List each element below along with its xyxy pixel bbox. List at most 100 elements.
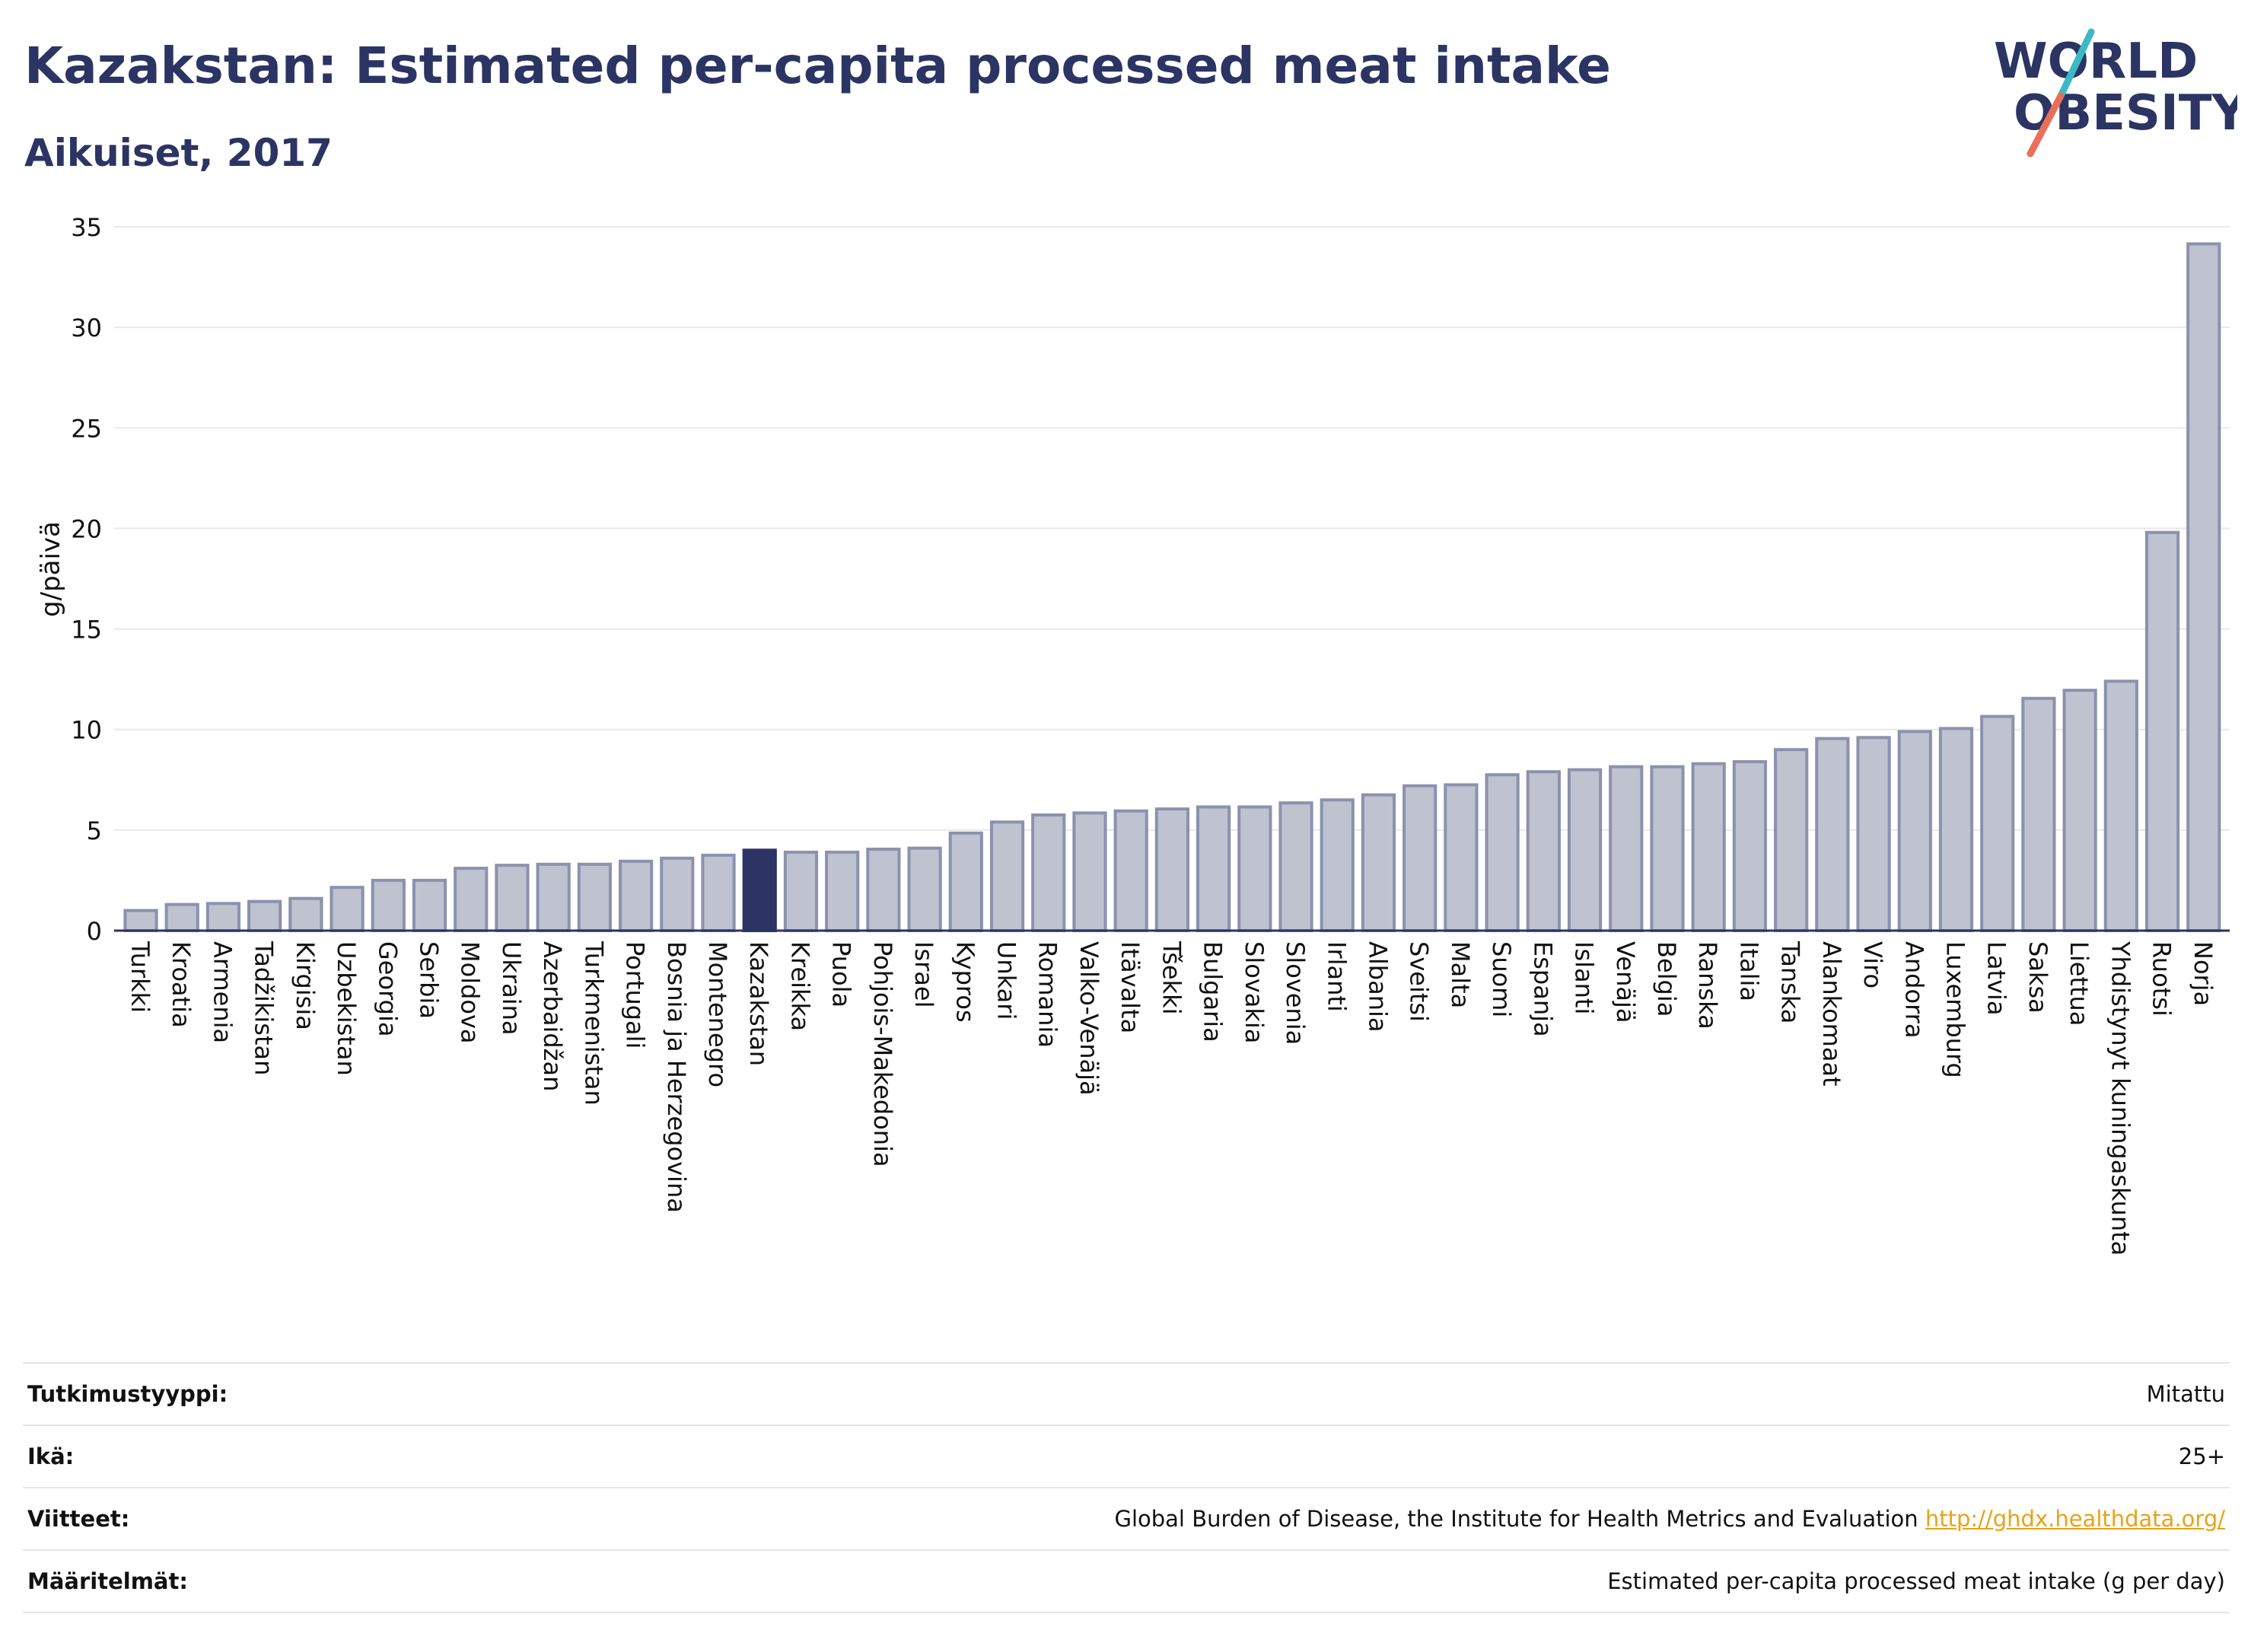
bar [1774,748,1809,933]
x-tick-label: Valko-Venäjä [1075,941,1103,1096]
bar [1609,765,1644,932]
x-tick-label: Armenia [208,941,237,1043]
x-tick-label: Andorra [1899,941,1928,1038]
bar [1072,811,1107,932]
x-tick-label: Ranska [1693,941,1722,1030]
y-tick-label: 35 [71,213,102,242]
logo-slash-top [2057,28,2095,100]
x-tick-label: Islanti [1570,941,1599,1014]
x-tick-label: Kazakstan [744,941,773,1066]
bar [2144,530,2180,932]
reference-text: Global Burden of Disease, the Institute … [1114,1506,1918,1532]
x-tick-label: Slovenia [1281,941,1310,1045]
x-tick-label: Slovakia [1240,941,1269,1043]
bar [948,831,983,932]
bar [701,853,736,932]
x-tick-label: Azerbaidžan [538,941,567,1091]
x-tick-label: Bosnia ja Herzegovina [662,941,691,1213]
x-tick-label: Ukraina [497,941,526,1036]
metadata-value: Global Burden of Disease, the Institute … [321,1488,2230,1550]
x-tick-label: Saksa [2023,941,2052,1014]
x-tick-label: Serbia [415,941,444,1019]
bar [660,856,695,933]
x-tick-label: Belgia [1652,941,1681,1017]
x-axis-labels: Turkki Kroatia Armenia Tadžikistan Kirgisia U… [126,941,2218,1256]
bar [989,820,1025,933]
x-tick-label: Romania [1033,941,1062,1048]
x-tick-label: Turkmenistan [579,941,608,1106]
x-tick-label: Italia [1734,941,1763,1001]
x-tick-label: Puola [827,941,856,1007]
y-tick-label: 30 [71,314,102,342]
y-tick-label: 10 [71,716,102,745]
y-tick-label: 5 [87,816,102,845]
bar [1980,715,2015,932]
bar [164,902,199,932]
metadata-key: Viitteet: [27,1506,130,1532]
bar [2103,680,2138,932]
x-tick-label: Yhdistynyt kuningaskunta [2106,941,2135,1256]
bar [1196,805,1231,932]
x-tick-label: Montenegro [703,941,732,1087]
x-tick-label: Tadžikistan [250,941,279,1075]
x-tick-label: Moldova [456,941,485,1044]
y-axis-ticks: 0 5 10 15 20 25 30 35 [71,213,102,946]
x-tick-label: Viro [1858,941,1887,988]
x-tick-label: Portugali [621,941,650,1049]
x-tick-label: Ruotsi [2148,941,2176,1017]
bar [371,878,406,933]
chart-subtitle: Aikuiset, 2017 [24,131,333,175]
bar [1361,793,1396,933]
x-tick-label: Kirgisia [291,941,320,1030]
bar [577,862,612,933]
bar [1897,730,1932,932]
y-axis-label: g/päivä [36,521,66,617]
bar [1526,770,1561,933]
x-tick-label: Latvia [1982,941,2011,1015]
bar [1732,760,1768,932]
x-tick-label: Venäjä [1611,941,1640,1023]
x-tick-label: Bulgaria [1199,941,1227,1042]
bar [536,862,571,933]
metadata-row-age: Ikä: 25+ [23,1425,2230,1488]
bar [454,867,489,932]
bar [907,846,942,932]
reference-link[interactable]: http://ghdx.healthdata.org/ [1925,1506,2225,1532]
bar [330,886,365,933]
bar [1444,783,1479,932]
x-tick-label: Norja [2189,941,2218,1006]
chart-title: Kazakstan: Estimated per-capita processe… [24,37,1611,95]
y-tick-label: 15 [71,616,102,645]
logo-slash-bottom [2027,92,2065,158]
logo-word-world: WORLD [1994,33,2198,90]
x-tick-label: Kypros [950,941,979,1023]
metadata-row-definitions: Määritelmät: Estimated per-capita proces… [23,1550,2230,1612]
x-tick-label: Albania [1363,941,1392,1032]
x-tick-label: Kroatia [167,941,196,1028]
x-tick-label: Itävalta [1116,941,1145,1033]
bar [825,850,860,933]
x-tick-label: Georgia [373,941,402,1036]
y-tick-label: 0 [87,917,102,946]
metadata-row-study-type: Tutkimustyyppi: Mitattu [23,1363,2230,1425]
bar-chart: 0 5 10 15 20 25 30 35 g/päivä Turkki Kroatia Arme… [36,213,2230,1256]
x-tick-label: Turkki [126,941,154,1013]
metadata-key: Määritelmät: [27,1568,188,1594]
metadata-key: Ikä: [27,1444,75,1469]
bar [288,896,323,932]
bar [123,909,158,932]
metadata-row-references: Viitteet: Global Burden of Disease, the … [23,1488,2230,1550]
bars [123,242,2221,933]
bar [783,850,819,933]
bar [1237,805,1272,932]
metadata-value: Estimated per-capita processed meat inta… [1607,1568,2225,1594]
bar [866,847,901,932]
bar [1402,784,1438,932]
x-tick-label: Espanja [1528,941,1557,1037]
metadata-key: Tutkimustyyppi: [27,1381,228,1407]
bar [2186,242,2221,932]
bar-highlighted [742,848,777,933]
x-tick-label: Alankomaat [1817,941,1846,1087]
bar [1691,762,1726,933]
y-tick-label: 25 [71,414,102,443]
